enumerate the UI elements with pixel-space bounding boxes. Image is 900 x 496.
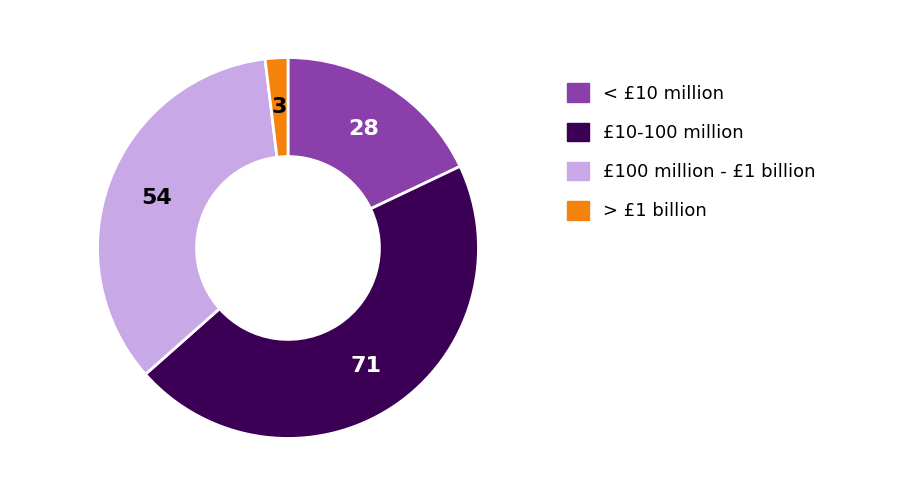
Wedge shape: [146, 166, 479, 438]
Wedge shape: [288, 58, 460, 209]
Text: 3: 3: [272, 97, 287, 118]
Legend: < £10 million, £10-100 million, £100 million - £1 billion, > £1 billion: < £10 million, £10-100 million, £100 mil…: [567, 83, 815, 220]
Wedge shape: [265, 58, 288, 157]
Text: 28: 28: [348, 119, 379, 139]
Text: 71: 71: [350, 356, 382, 375]
Wedge shape: [97, 59, 277, 374]
Text: 54: 54: [140, 188, 172, 208]
